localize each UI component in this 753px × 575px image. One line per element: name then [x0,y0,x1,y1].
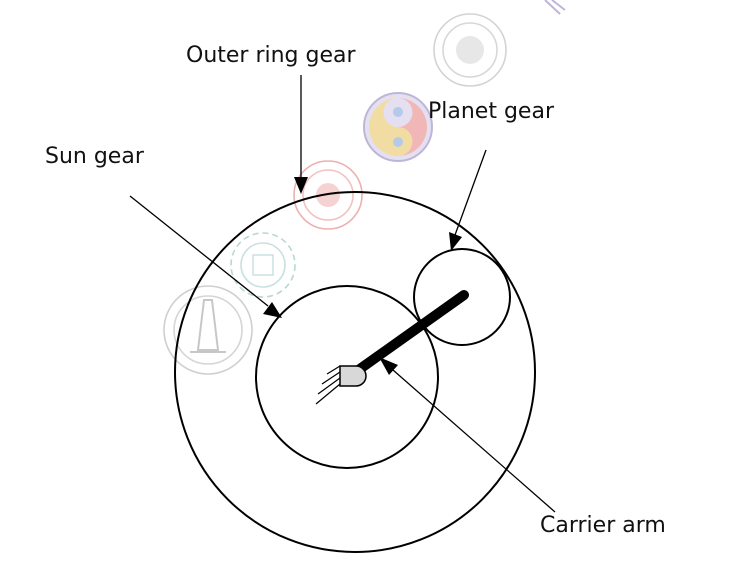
tower-logo-watermark [163,285,253,375]
sun-gear-label: Sun gear [45,144,145,169]
pen-mark-watermark [544,0,566,15]
planet-gear-leader [449,149,487,251]
carrier-arm [345,290,469,381]
outer-ring-gear-leader [294,75,308,194]
outer-ring-gear [174,191,536,553]
emblem-watermark-gray [433,13,507,87]
planet-gear [413,248,511,346]
logo-watermark-yin-yang [363,92,433,162]
sun-gear [255,285,439,469]
carrier-arm-label: Carrier arm [540,513,666,538]
watermark-group [163,0,566,375]
gear-logo-watermark-teal [230,232,296,298]
planet-gear-label: Planet gear [428,99,555,124]
outer-ring-gear-label: Outer ring gear [186,43,356,68]
sun-gear-leader [129,195,282,318]
carrier-arm-leader [379,357,556,513]
pivot-support-icon [315,365,367,405]
